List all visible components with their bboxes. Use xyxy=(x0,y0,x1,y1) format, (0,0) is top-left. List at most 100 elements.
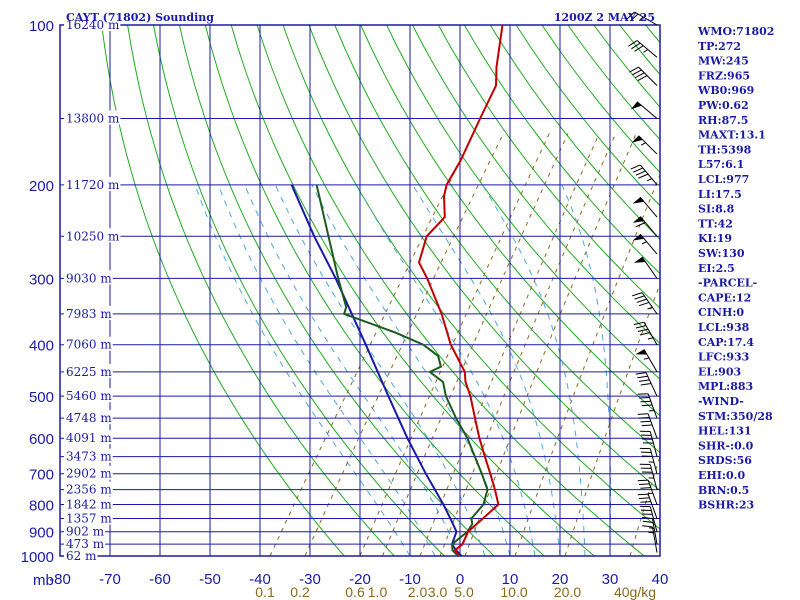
wind-barb-pennant xyxy=(635,349,647,355)
dry-adiabat-line xyxy=(230,25,595,556)
temperature-tick-label: 20 xyxy=(552,571,569,588)
mixing-ratio-label: 0.1 xyxy=(255,584,275,600)
mixing-ratio-line xyxy=(629,454,660,556)
wind-barb-staff xyxy=(643,321,658,345)
wind-barb-half-flag xyxy=(643,357,650,360)
wind-barb-flag xyxy=(640,487,651,489)
height-label: 2902 m xyxy=(66,467,112,481)
wind-barb-staff xyxy=(639,196,658,218)
index-value: TP:272 xyxy=(698,40,741,53)
temperature-tick-label: -50 xyxy=(199,571,221,588)
index-value: EI:2.5 xyxy=(698,262,735,275)
wind-barb-half-flag xyxy=(643,49,649,53)
height-label: 13800 m xyxy=(66,112,120,126)
wind-barb-half-flag xyxy=(640,142,646,146)
dry-adiabat-line xyxy=(593,25,660,108)
wind-barb-staff xyxy=(649,431,658,457)
pressure-tick-label: 400 xyxy=(29,338,54,355)
dry-adiabat-line xyxy=(178,25,495,556)
height-label-bg xyxy=(64,305,113,320)
wind-barb xyxy=(632,216,658,237)
index-value: BSHR:23 xyxy=(698,499,754,512)
wind-barb-pennant xyxy=(630,101,642,110)
wind-barb xyxy=(630,164,658,186)
wind-barb xyxy=(632,292,658,315)
index-value: WMO:71802 xyxy=(697,25,774,38)
wind-barb xyxy=(635,349,658,373)
temperature-tick-label: 10 xyxy=(502,571,519,588)
wind-barb-flag xyxy=(637,413,649,415)
height-label: 16240 m xyxy=(66,18,120,32)
index-value: SI:8.8 xyxy=(698,203,735,216)
temperature-tick-label: 30 xyxy=(602,571,619,588)
wind-barb-pennant xyxy=(632,216,645,223)
wind-barb xyxy=(639,447,658,474)
moist-adiabat-line xyxy=(274,184,486,556)
wind-barb xyxy=(642,525,658,553)
wind-barb-staff xyxy=(647,479,658,505)
height-label-bg xyxy=(64,430,113,445)
index-value: TH:5398 xyxy=(698,143,752,156)
wind-barb-flag xyxy=(637,393,649,395)
wind-barb xyxy=(632,196,658,218)
height-label-bg xyxy=(64,523,106,538)
temperature-trace xyxy=(417,25,504,556)
wind-barb-pennant xyxy=(631,135,643,143)
wind-barb-half-flag xyxy=(647,306,653,310)
wind-barb-flag xyxy=(640,382,652,386)
wind-barb-flag xyxy=(633,167,644,173)
wind-barb xyxy=(633,321,658,345)
index-value: STM:350/28 xyxy=(698,410,773,423)
wind-barb-pennant xyxy=(633,257,646,263)
wind-barb-flag xyxy=(631,42,641,50)
pressure-tick-label: 300 xyxy=(29,271,54,288)
height-label: 4091 m xyxy=(66,431,112,445)
mixing-ratio-label: 20.0 xyxy=(554,584,581,600)
wind-barb-flag xyxy=(635,222,646,228)
index-value: RH:87.5 xyxy=(698,114,748,127)
height-label: 902 m xyxy=(66,525,105,539)
wind-barb-half-flag xyxy=(648,531,654,534)
index-value: EL:903 xyxy=(698,365,741,378)
wind-barb-staff xyxy=(647,413,658,439)
moist-adiabat-line xyxy=(311,184,511,556)
wind-barb-half-flag xyxy=(639,16,644,21)
pressure-tick-label: 700 xyxy=(29,467,54,484)
wind-barb-flag xyxy=(640,420,651,423)
index-value: -WIND- xyxy=(698,395,744,408)
mixing-ratio-label: 3.0 xyxy=(428,584,448,600)
temperature-tick-label: 40 xyxy=(652,571,669,588)
height-label: 9030 m xyxy=(66,271,112,285)
temperature-tick-label: -40 xyxy=(249,571,271,588)
height-label-bg xyxy=(64,270,113,285)
height-label-bg xyxy=(64,410,113,425)
wind-barb-staff xyxy=(639,233,658,255)
plot-frame xyxy=(59,24,661,557)
moist-adiabat-line xyxy=(481,184,586,556)
height-label: 11720 m xyxy=(66,178,120,192)
wind-barb-flag xyxy=(635,372,647,375)
wind-barb-flag xyxy=(637,479,649,482)
parcel-trace xyxy=(290,184,463,556)
height-label: 7983 m xyxy=(66,307,112,321)
height-label-bg xyxy=(64,228,121,243)
dry-adiabat-line xyxy=(282,25,660,530)
wind-barb-staff xyxy=(638,135,658,155)
mixing-ratio-line xyxy=(359,133,550,556)
wind-barb-flag xyxy=(639,332,651,336)
dry-adiabat-line xyxy=(775,25,800,556)
height-label-bg xyxy=(64,465,113,480)
sounding-title: CAYT (71802) Sounding xyxy=(66,11,214,24)
wind-barb-flag xyxy=(634,45,644,52)
pressure-tick-label: 1000 xyxy=(21,549,54,566)
wind-barb-flag xyxy=(639,497,650,499)
wind-barb xyxy=(630,101,658,119)
wind-barb-flag xyxy=(641,404,653,407)
height-label: 6225 m xyxy=(66,365,112,379)
wind-barb-staff xyxy=(647,393,658,419)
height-label: 2356 m xyxy=(66,483,112,497)
wind-barb-staff xyxy=(651,526,658,553)
index-value: MPL:883 xyxy=(698,380,753,393)
